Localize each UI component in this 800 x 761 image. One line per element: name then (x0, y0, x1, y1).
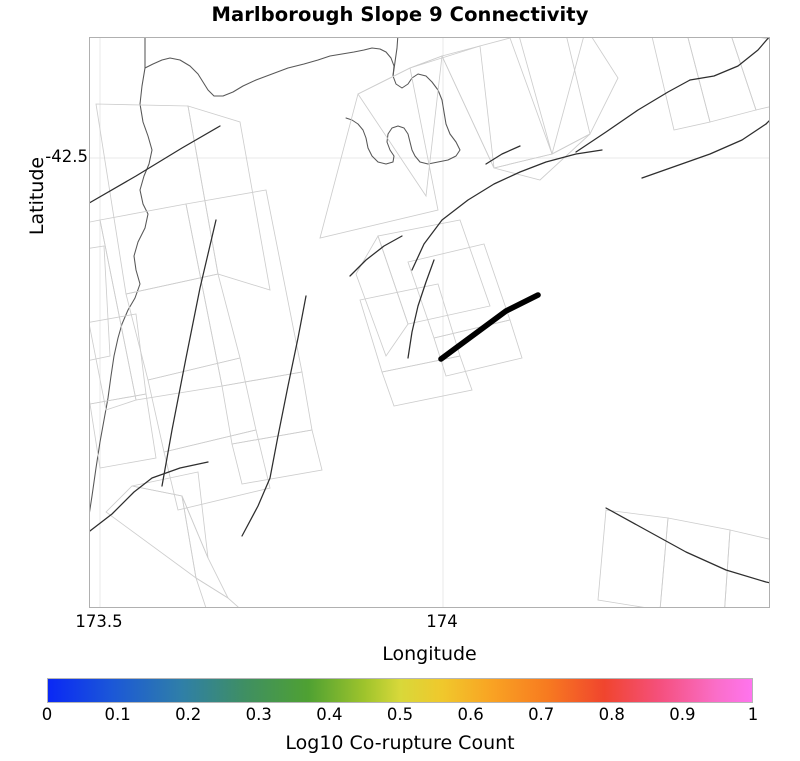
colorbar-tick-0: 0 (41, 705, 53, 724)
page-title: Marlborough Slope 9 Connectivity (211, 3, 589, 26)
colorbar-axis-label: Log10 Co-rupture Count (285, 732, 515, 754)
xtick-label-174: 174 (426, 612, 458, 631)
xtick-label-173-5: 173.5 (75, 612, 123, 631)
rupture-patch-polygons (90, 38, 769, 607)
colorbar-tick-0-3: 0.3 (245, 705, 272, 724)
map-vector-layers (90, 38, 769, 607)
colorbar-tick-0-9: 0.9 (669, 705, 696, 724)
colorbar-tick-1: 1 (747, 705, 759, 724)
colorbar-tick-0-1: 0.1 (104, 705, 131, 724)
colorbar[interactable]: 0 0.1 0.2 0.3 0.4 0.5 0.6 0.7 0.8 0.9 1 (42, 678, 758, 724)
colorbar-tick-0-6: 0.6 (457, 705, 484, 724)
colorbar-tick-labels: 0 0.1 0.2 0.3 0.4 0.5 0.6 0.7 0.8 0.9 1 (42, 705, 759, 729)
colorbar-tick-0-4: 0.4 (316, 705, 343, 724)
colorbar-gradient-strip (47, 678, 753, 703)
y-axis-label: Latitude (26, 156, 48, 236)
colorbar-tick-0-7: 0.7 (528, 705, 555, 724)
source-fault-slope-9[interactable] (438, 292, 541, 362)
colorbar-tick-0-5: 0.5 (386, 705, 414, 724)
colorbar-tick-0-8: 0.8 (598, 705, 625, 724)
x-axis-label: Longitude (382, 643, 477, 665)
coastline-layer (90, 38, 461, 513)
ytick-label-minus-42-5: -42.5 (45, 147, 88, 166)
map-plot-area[interactable] (89, 37, 770, 608)
colorbar-tick-0-2: 0.2 (175, 705, 202, 724)
fault-trace-lines (90, 38, 769, 584)
